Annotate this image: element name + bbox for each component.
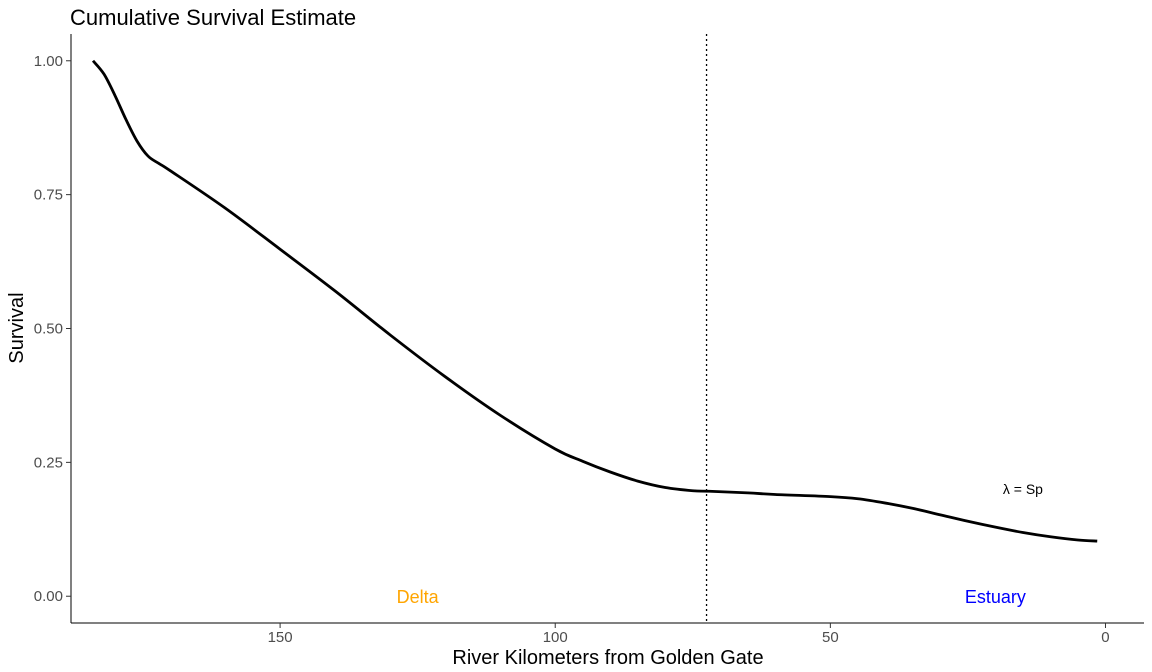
y-axis-title: Survival [6, 292, 28, 363]
y-tick-label: 0.75 [34, 187, 63, 204]
region-label: Estuary [965, 587, 1026, 607]
labels-group: Delta Estuary λ = Sp [397, 481, 1044, 607]
x-tick-label: 100 [543, 629, 568, 646]
series-group [91, 59, 1098, 543]
x-tick-label: 50 [822, 629, 839, 646]
x-tick-label: 0 [1101, 629, 1109, 646]
region-label: Delta [397, 587, 440, 607]
y-tick-label: 0.50 [34, 321, 63, 338]
x-axis-title: River Kilometers from Golden Gate [452, 647, 763, 669]
y-tick-label: 0.25 [34, 454, 63, 471]
x-tick-label: 150 [268, 629, 293, 646]
y-tick-label: 0.00 [34, 588, 63, 605]
chart-title: Cumulative Survival Estimate [70, 5, 356, 30]
ticks-group: 150 100 50 0 0.00 0.25 0.50 0.75 1.00 [34, 53, 1110, 646]
lambda-annotation: λ = Sp [1003, 481, 1043, 497]
y-tick-label: 1.00 [34, 53, 63, 70]
axes-group [70, 34, 1144, 624]
survival-curve [91, 59, 1098, 543]
